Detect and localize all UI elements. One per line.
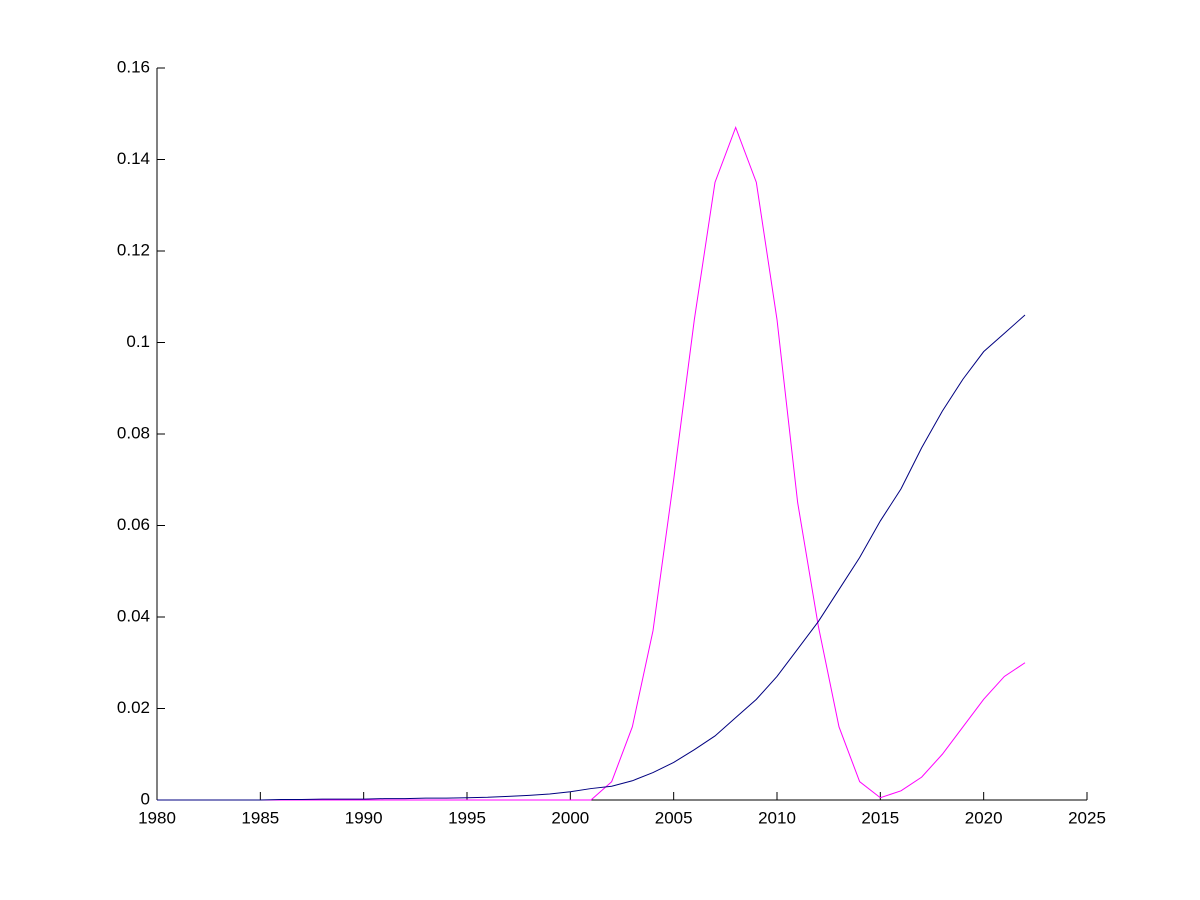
x-tick-label: 2000	[551, 808, 589, 827]
x-tick-label: 2005	[655, 808, 693, 827]
y-tick-label: 0.12	[117, 240, 150, 259]
y-tick-label: 0.14	[117, 149, 150, 168]
x-tick-label: 2020	[965, 808, 1003, 827]
x-tick-label: 1980	[138, 808, 176, 827]
y-tick-label: 0.08	[117, 423, 150, 442]
y-tick-label: 0.02	[117, 698, 150, 717]
x-tick-label: 2015	[861, 808, 899, 827]
x-tick-label: 1990	[345, 808, 383, 827]
x-tick-label: 1995	[448, 808, 486, 827]
y-tick-label: 0.1	[126, 332, 150, 351]
x-tick-label: 2010	[758, 808, 796, 827]
y-tick-label: 0.16	[117, 57, 150, 76]
y-tick-label: 0.04	[117, 606, 150, 625]
y-tick-label: 0.06	[117, 515, 150, 534]
y-tick-label: 0	[141, 789, 150, 808]
x-tick-label: 1985	[241, 808, 279, 827]
line	[157, 314, 1026, 801]
x-tick-label: 2025	[1068, 808, 1106, 827]
